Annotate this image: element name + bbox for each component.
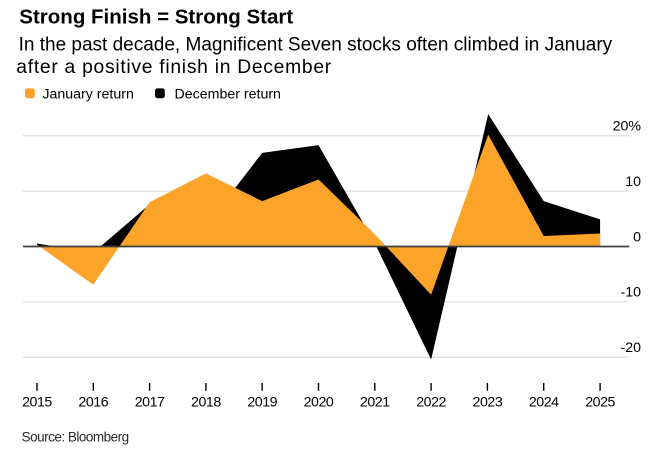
svg-text:-20: -20 [620, 340, 641, 356]
svg-text:2023: 2023 [473, 394, 503, 410]
svg-text:-10: -10 [620, 285, 641, 301]
svg-text:2015: 2015 [22, 394, 52, 410]
svg-text:10: 10 [625, 174, 641, 190]
svg-text:20%: 20% [613, 118, 642, 134]
svg-text:2019: 2019 [247, 394, 277, 410]
svg-text:0: 0 [633, 229, 641, 245]
svg-text:2024: 2024 [529, 394, 559, 410]
svg-text:2025: 2025 [585, 394, 615, 410]
svg-text:2017: 2017 [135, 394, 165, 410]
svg-text:December return: December return [175, 86, 281, 102]
svg-text:2020: 2020 [304, 394, 334, 410]
svg-text:2016: 2016 [78, 394, 108, 410]
svg-text:after a positive finish in Dec: after a positive finish in December [16, 57, 332, 78]
svg-text:2021: 2021 [360, 394, 390, 410]
svg-text:In the past decade, Magnificen: In the past decade, Magnificent Seven st… [19, 34, 613, 55]
svg-text:January return: January return [42, 86, 133, 102]
svg-text:Strong Finish = Strong Start: Strong Finish = Strong Start [19, 5, 293, 28]
svg-text:2022: 2022 [416, 394, 446, 410]
svg-text:2018: 2018 [191, 394, 221, 410]
svg-text:Source: Bloomberg: Source: Bloomberg [22, 430, 129, 445]
